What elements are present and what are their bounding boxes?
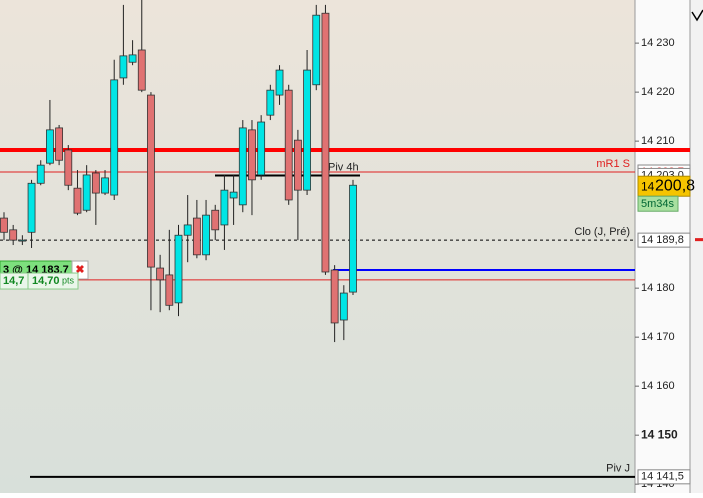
level-name: Piv 4h	[328, 161, 359, 173]
candle-body	[73, 187, 82, 214]
candle-body	[339, 292, 348, 321]
candle-body	[257, 121, 266, 176]
candle-body	[330, 269, 339, 324]
candle-body	[156, 267, 165, 281]
axis-value-label: 14 189,8	[641, 234, 684, 246]
last-price-tail: 200,8	[655, 177, 695, 194]
candle-body	[202, 214, 210, 256]
candle-body	[27, 182, 36, 233]
candle-body	[110, 79, 119, 196]
candle-body	[183, 224, 192, 236]
candle-body	[165, 274, 174, 306]
side-level	[695, 238, 703, 242]
candle-body	[55, 127, 64, 161]
candle-body	[312, 14, 321, 86]
level-name: mR1 S	[596, 158, 630, 170]
candle-body	[0, 217, 8, 233]
candle-body	[36, 164, 45, 184]
candle-body	[128, 54, 137, 63]
candle-body	[349, 184, 357, 293]
candle-body	[293, 139, 302, 191]
candle-body	[220, 189, 229, 226]
candle-body	[147, 94, 155, 268]
candle-body	[46, 129, 54, 164]
order-close-icon[interactable]: ✖	[75, 264, 84, 276]
y-tick-label: 14 230	[641, 37, 675, 49]
y-tick-label: 14 150	[641, 427, 678, 441]
y-tick-label: 14 210	[641, 135, 675, 147]
y-tick-label: 14 160	[641, 380, 675, 392]
axis-value-box	[637, 469, 691, 485]
side-panel-curve	[691, 9, 703, 22]
candle-body	[238, 127, 247, 206]
axis-value-label: 14 141,5	[641, 471, 684, 483]
candle-body	[321, 12, 330, 273]
level-name: Piv J	[606, 463, 630, 475]
candle-body	[119, 55, 128, 79]
candle-body	[303, 69, 311, 191]
timer-box	[637, 195, 679, 212]
y-tick-label: 14 220	[641, 86, 675, 98]
candle-body	[91, 172, 100, 194]
candle-body	[82, 174, 91, 211]
candle-body	[275, 69, 284, 96]
candle-body	[266, 89, 275, 116]
candle-body	[284, 89, 293, 201]
candle-body	[9, 229, 18, 241]
last-price-head: 14	[641, 179, 655, 193]
candle-body	[64, 149, 73, 186]
y-tick-label: 14 180	[641, 282, 675, 294]
pts-value: 14,70	[32, 275, 60, 287]
timer: 5m34s	[641, 198, 675, 210]
level-name: Clo (J, Pré)	[574, 226, 630, 238]
candle-body	[101, 177, 109, 194]
candle-body	[192, 217, 201, 256]
candle-body	[229, 191, 238, 199]
candle-body	[174, 234, 183, 304]
y-tick-label: 14 170	[641, 331, 675, 343]
pts-box	[27, 272, 79, 290]
pts-unit: pts	[62, 275, 75, 285]
candle-body	[18, 239, 27, 242]
candle-body	[211, 209, 220, 231]
points: 14,7	[3, 275, 24, 287]
side-panel	[690, 0, 703, 493]
candle-body	[248, 129, 256, 181]
axis-value-box	[637, 232, 691, 248]
candle-body	[137, 49, 146, 91]
